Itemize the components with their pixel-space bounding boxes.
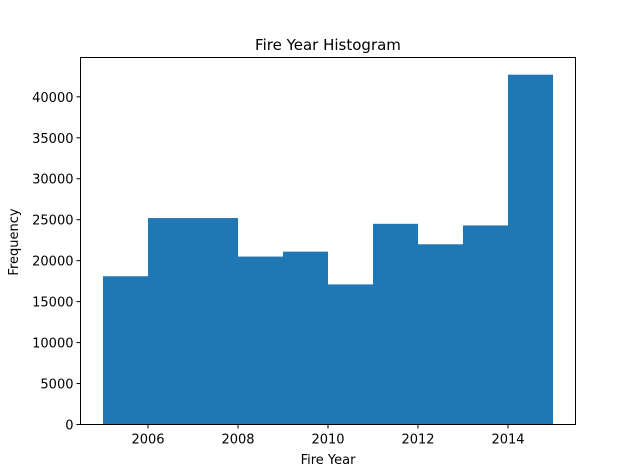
bars-group bbox=[103, 74, 553, 425]
y-tick-label: 0 bbox=[65, 419, 73, 434]
bar-2011 bbox=[373, 223, 418, 425]
y-tick-label: 5000 bbox=[40, 378, 73, 393]
chart-title: Fire Year Histogram bbox=[255, 36, 401, 54]
bar-2014 bbox=[508, 74, 553, 425]
x-tick-label: 2006 bbox=[131, 433, 164, 448]
bar-2005 bbox=[103, 276, 148, 425]
x-axis-label: Fire Year bbox=[301, 453, 357, 468]
y-ticks-group: 0 5000 10000 15000 20000 25000 30000 35000 40000 bbox=[32, 91, 81, 434]
y-tick-label: 10000 bbox=[32, 337, 73, 352]
x-tick-label: 2012 bbox=[401, 433, 434, 448]
bar-2006 bbox=[148, 218, 193, 425]
y-tick-label: 15000 bbox=[32, 296, 73, 311]
x-tick-label: 2014 bbox=[491, 433, 524, 448]
bar-2007 bbox=[193, 218, 238, 425]
y-tick-label: 25000 bbox=[32, 214, 73, 229]
y-tick-label: 20000 bbox=[32, 255, 73, 270]
x-tick-label: 2008 bbox=[221, 433, 254, 448]
y-tick-label: 35000 bbox=[32, 132, 73, 147]
bar-2010 bbox=[328, 284, 373, 425]
x-tick-label: 2010 bbox=[311, 433, 344, 448]
x-ticks-group: 2006 2008 2010 2012 2014 bbox=[131, 424, 525, 448]
bar-2008 bbox=[238, 256, 283, 425]
y-tick-label: 30000 bbox=[32, 173, 73, 188]
bar-2012 bbox=[418, 244, 463, 425]
y-tick-label: 40000 bbox=[32, 91, 73, 106]
bar-2009 bbox=[283, 251, 328, 425]
y-axis-label: Frequency bbox=[7, 208, 22, 275]
bar-2013 bbox=[463, 225, 508, 425]
plot-frame bbox=[80, 57, 576, 425]
